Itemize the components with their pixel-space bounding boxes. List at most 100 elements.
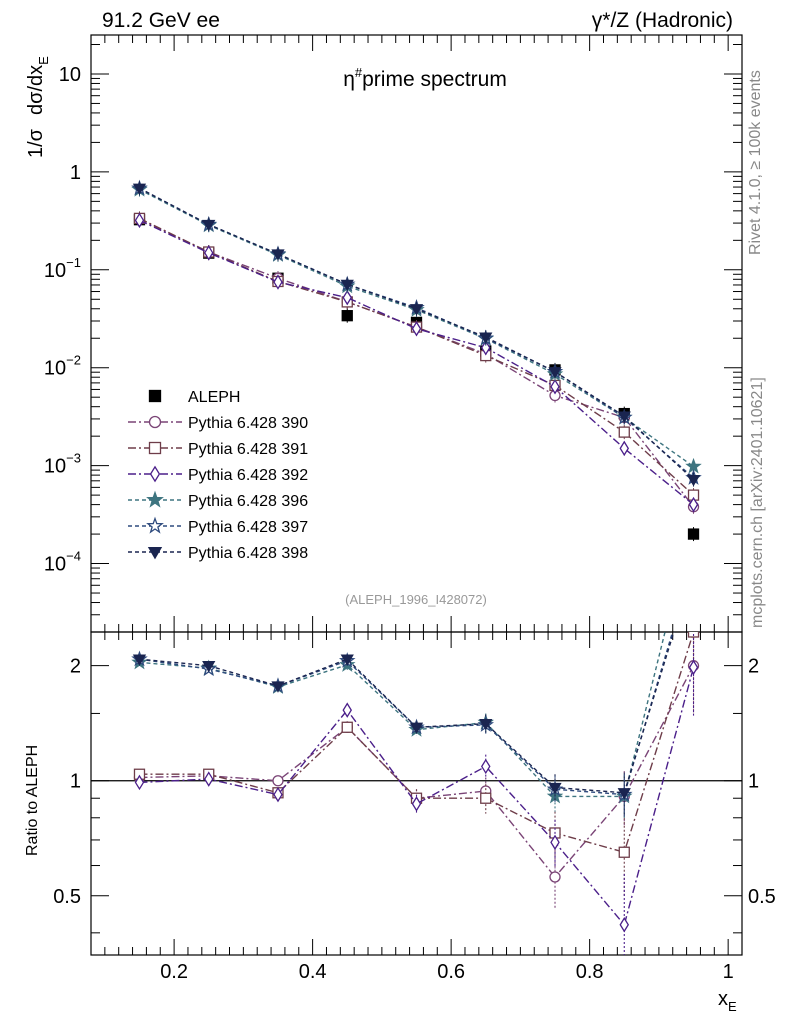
ratio-panel-frame — [90, 631, 743, 956]
ratio-series-layer — [131, 555, 700, 955]
ratio-series-pythia-6-428-392 — [134, 632, 699, 955]
ratio-data-point — [271, 681, 285, 693]
x-tick-label: 1 — [723, 961, 734, 983]
main-y-tick-label: 1 — [70, 162, 81, 184]
main-data-point — [617, 411, 631, 423]
main-data-point — [548, 367, 562, 379]
rivet-version-label: Rivet 4.1.0, ≥ 100k events — [747, 70, 764, 255]
ratio-data-point — [273, 786, 283, 803]
ylabel-sub: E — [36, 56, 51, 65]
main-data-point — [134, 212, 145, 229]
x-tick-label: 0.8 — [576, 961, 604, 983]
main-series-pythia-6-428-392 — [134, 212, 699, 513]
title-eta: η — [343, 68, 355, 91]
ratio-data-point — [480, 792, 492, 804]
main-data-point — [203, 245, 214, 261]
ratio-series-line — [139, 667, 695, 927]
main-data-point — [479, 332, 493, 344]
main-y-tick-label: 10−2 — [44, 353, 81, 380]
ratio-series-pythia-6-428-398 — [132, 564, 699, 816]
main-data-point — [273, 274, 283, 290]
ratio-data-point — [202, 661, 216, 673]
ratio-y-tick-label-left: 2 — [70, 656, 81, 678]
title-sup: # — [355, 65, 363, 80]
header-right: γ*/Z (Hadronic) — [592, 9, 733, 32]
legend-marker — [148, 389, 162, 403]
main-data-point — [342, 289, 353, 306]
legend-marker — [147, 546, 163, 560]
analysis-id: (ALEPH_1996_I428072) — [345, 592, 487, 607]
ratio-series-line — [139, 632, 675, 794]
legend: ALEPH Pythia 6.428 390 Pythia 6.428 391 Pyt… — [128, 389, 308, 562]
main-data-point — [132, 183, 147, 196]
title-rest: prime spectrum — [362, 68, 507, 91]
legend-label: Pythia 6.428 396 — [188, 493, 308, 510]
ratio-data-point — [134, 774, 145, 791]
main-y-tick-base: 10 — [59, 64, 81, 86]
main-data-point — [618, 426, 630, 438]
ratio-data-point — [203, 771, 214, 787]
main-y-tick-exp: −4 — [66, 549, 81, 564]
main-y-tick-label: 10−1 — [44, 255, 81, 282]
x-tick-label: 0.4 — [299, 961, 327, 983]
legend-marker — [148, 415, 162, 429]
main-y-tick-label: 10−3 — [44, 451, 81, 478]
legend-label: Pythia 6.428 398 — [188, 545, 308, 562]
ratio-data-point — [409, 722, 424, 735]
legend-marker — [146, 490, 164, 508]
main-y-tick-base: 10 — [44, 260, 66, 282]
header-left: 91.2 GeV ee — [102, 9, 220, 32]
main-data-point — [340, 279, 354, 292]
legend-marker — [148, 441, 162, 455]
main-data-point — [550, 378, 560, 395]
mcplots-label: mcplots.cern.ch [arXiv:2401.10621] — [749, 377, 766, 628]
ratio-data-point — [272, 775, 284, 787]
main-y-tick-base: 10 — [44, 456, 66, 478]
ratio-data-point — [688, 659, 699, 676]
ratio-series-pythia-6-428-391 — [133, 632, 700, 896]
main-series-line — [139, 219, 694, 506]
ylabel-part-a: 1/σ — [25, 128, 47, 158]
main-y-tick-base: 1 — [70, 162, 81, 184]
legend-label: Pythia 6.428 392 — [188, 467, 308, 484]
main-series-aleph — [133, 212, 700, 542]
main-y-tick-base: 10 — [44, 358, 66, 380]
xlabel-sub: E — [728, 999, 737, 1014]
x-tick-label: 0.2 — [160, 961, 188, 983]
ratio-axis-ticks: 2 2 1 1 0.5 0.5 0.2 0.4 0.6 0.8 1 — [53, 632, 776, 983]
ratio-series-line — [139, 632, 695, 854]
ratio-data-point — [688, 564, 699, 574]
ratio-data-point — [617, 788, 631, 800]
main-data-point — [480, 339, 491, 356]
ratio-data-point — [548, 782, 562, 795]
legend-label: Pythia 6.428 391 — [188, 441, 308, 458]
main-data-point — [411, 321, 422, 337]
ratio-y-tick-label-left: 0.5 — [53, 886, 81, 908]
ratio-y-tick-label-right: 1 — [748, 771, 759, 793]
ratio-y-axis-label: Ratio to ALEPH — [24, 745, 41, 856]
ratio-data-point — [619, 916, 630, 933]
main-y-tick-base: 10 — [44, 554, 66, 576]
ratio-series-line — [139, 665, 695, 879]
main-y-tick-label: 10 — [59, 64, 81, 86]
ratio-data-point — [480, 758, 491, 775]
main-series-pythia-6-428-391 — [133, 211, 700, 503]
main-data-point — [687, 528, 700, 540]
x-tick-label: 0.6 — [437, 961, 465, 983]
main-y-tick-exp: −1 — [66, 255, 81, 270]
main-data-point — [619, 440, 630, 457]
main-series-line — [139, 218, 695, 508]
main-data-point — [271, 249, 285, 261]
legend-label: ALEPH — [188, 389, 240, 406]
main-data-point — [341, 310, 353, 322]
ratio-data-point — [340, 654, 354, 666]
ratio-y-tick-label-right: 0.5 — [748, 886, 776, 908]
main-y-axis-label: 1/σ dσ/dxE — [25, 56, 51, 158]
main-series-layer — [131, 179, 702, 542]
legend-label: Pythia 6.428 397 — [188, 519, 308, 536]
main-series-pythia-6-428-398 — [132, 181, 701, 487]
ratio-data-point — [687, 555, 700, 567]
main-y-tick-label: 10−4 — [44, 549, 81, 576]
